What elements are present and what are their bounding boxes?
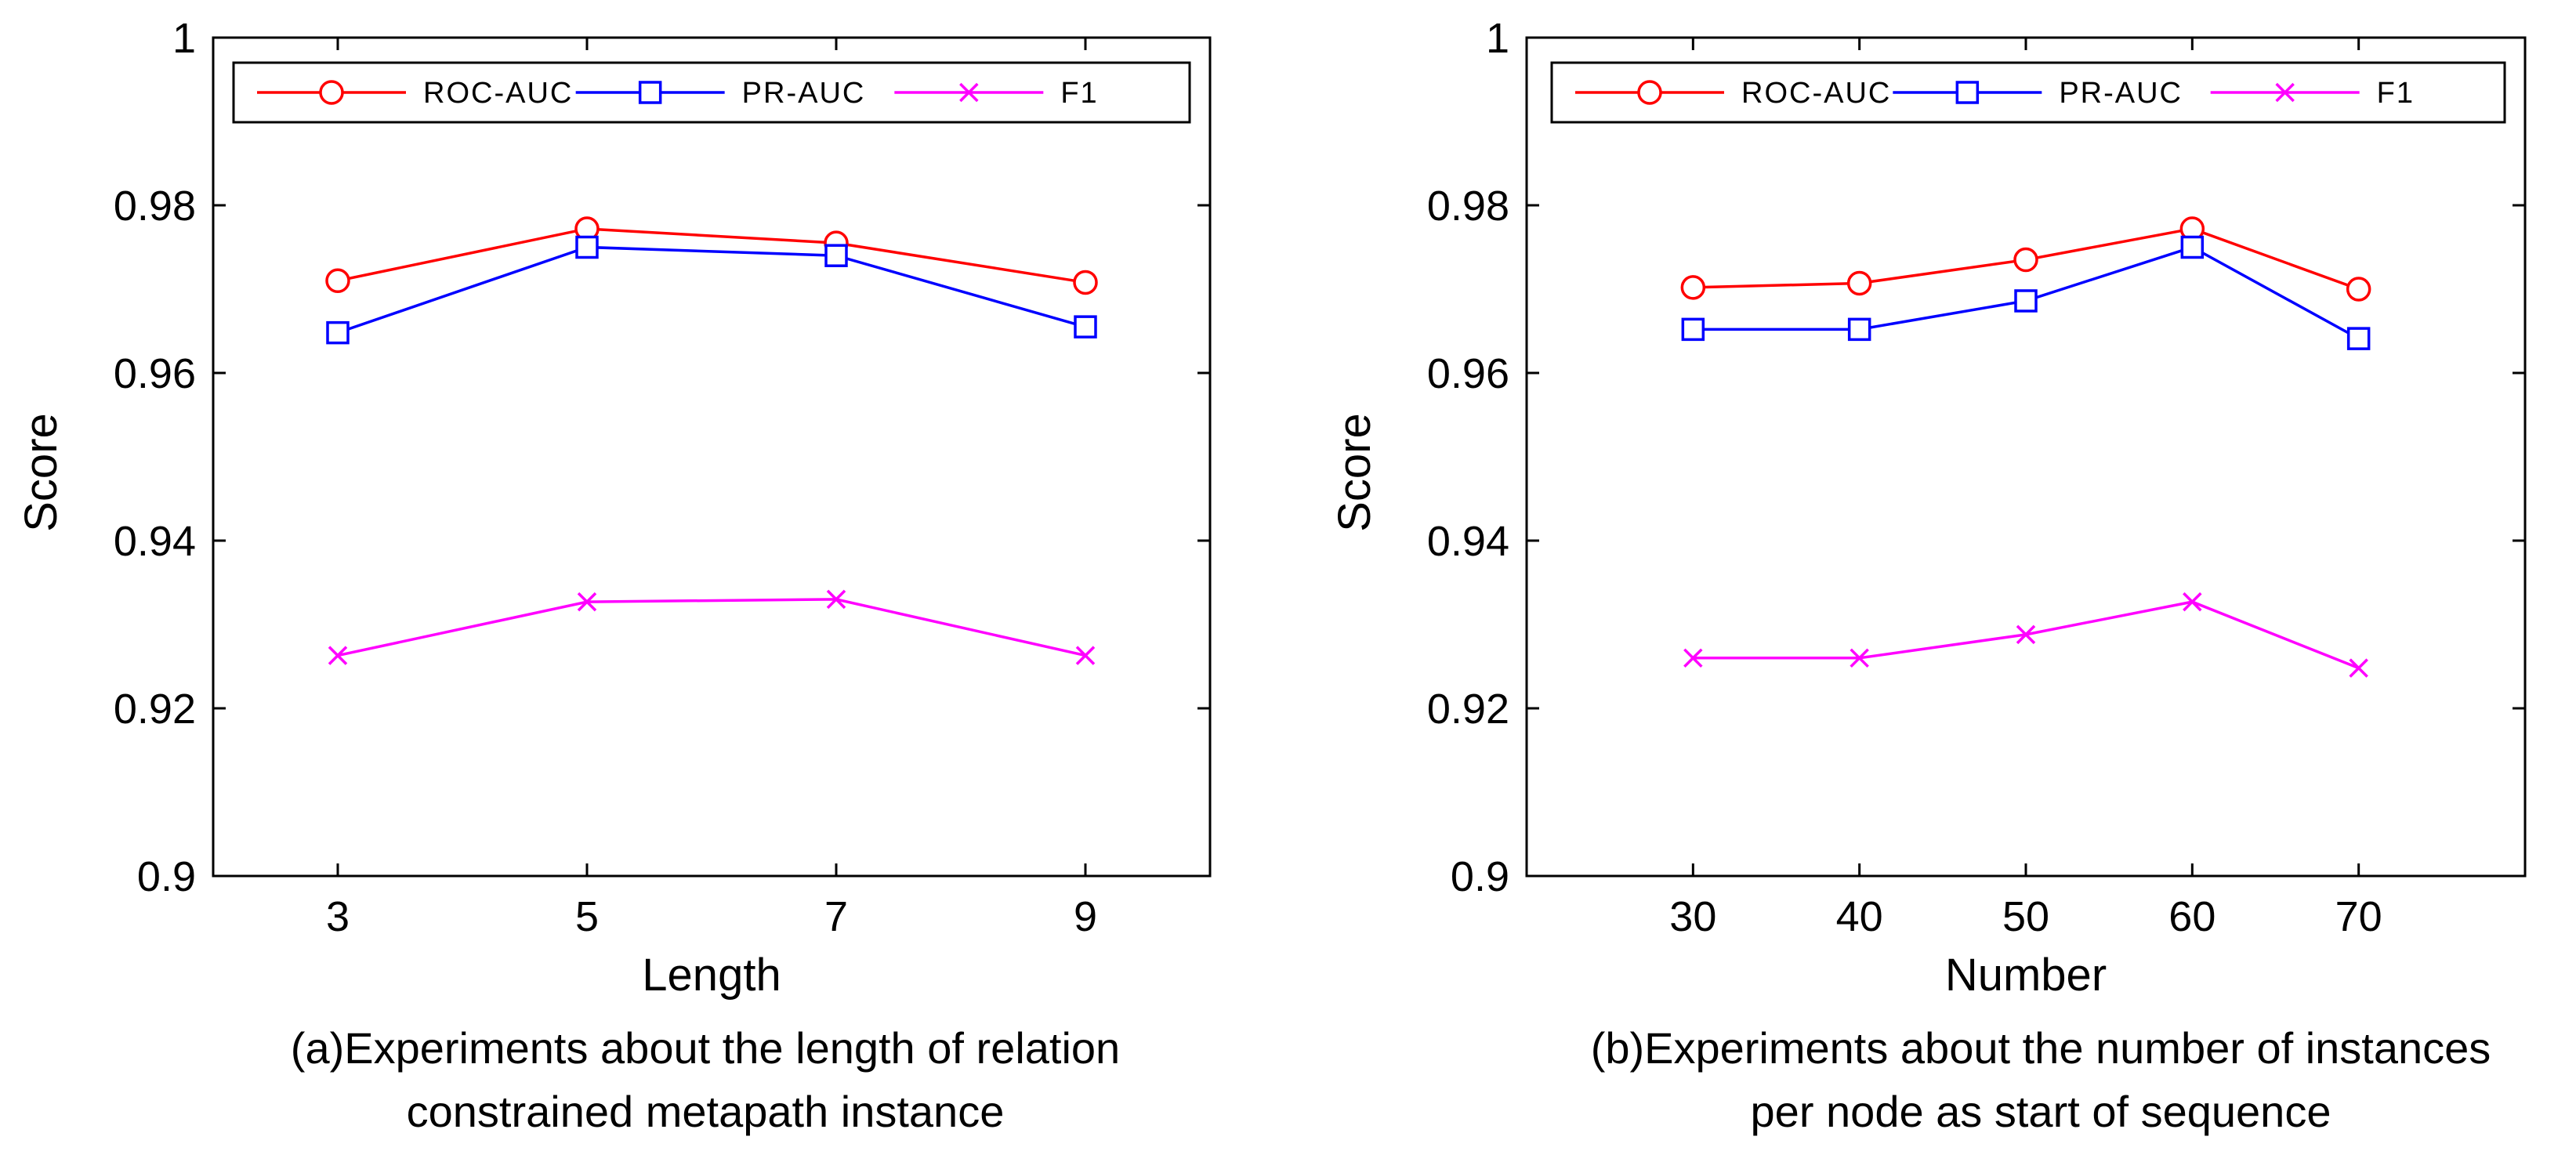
y-tick-label: 0.9 — [1451, 853, 1509, 900]
legend-entry-roc-auc: ROC-AUC — [257, 77, 573, 110]
series-roc-auc — [325, 216, 1098, 295]
data-point-x-stroke — [2275, 82, 2295, 103]
legend-label: PR-AUC — [742, 77, 866, 110]
data-point-circle — [1637, 80, 1662, 105]
y-axis-label: Score — [1329, 413, 1380, 532]
data-point-square — [638, 81, 662, 104]
legend-label: F1 — [1060, 77, 1098, 110]
plot-frame — [1525, 36, 2527, 878]
data-point-square — [575, 235, 599, 259]
y-tick-label: 0.98 — [1427, 183, 1509, 230]
data-point-x-stroke — [2016, 624, 2036, 645]
data-point-circle — [325, 268, 350, 294]
data-point-square — [2346, 327, 2371, 350]
x-tick-label: 40 — [1836, 893, 1883, 940]
y-tick-label: 0.96 — [114, 350, 196, 397]
x-tick-label: 50 — [2002, 893, 2049, 940]
data-point-x-stroke — [826, 589, 846, 610]
series-line — [337, 598, 1086, 657]
legend-entry-pr-auc: PR-AUC — [1893, 77, 2183, 110]
data-point-x — [2183, 592, 2202, 612]
data-point-square — [326, 320, 350, 345]
data-point-x-stroke — [328, 646, 348, 665]
legend-label: F1 — [2377, 77, 2415, 110]
data-point-x — [2275, 82, 2295, 103]
data-point-x — [1683, 648, 1703, 668]
chart-panel-2: 0.9 0.92 0.94 0.96 0.98 1 30 40 50 60 70 Number Scor… — [1329, 15, 2527, 1136]
series-line — [337, 227, 1086, 284]
y-tick-label: 0.94 — [114, 518, 196, 565]
data-point-circle — [2346, 277, 2371, 302]
x-tick-label: 3 — [326, 893, 350, 940]
y-tick-label: 0.98 — [114, 183, 196, 230]
y-tick-label: 0.92 — [1427, 686, 1509, 733]
data-point-square — [2014, 289, 2038, 313]
legend-entry-pr-auc: PR-AUC — [575, 77, 866, 110]
y-tick-label: 0.94 — [1427, 518, 1509, 565]
data-point-circle — [1680, 275, 1706, 300]
data-point-x-stroke — [2183, 592, 2202, 612]
data-point-x — [2016, 624, 2036, 645]
series-f1 — [1683, 592, 2368, 678]
series-pr-auc — [1681, 235, 2371, 350]
data-point-x — [1850, 648, 1869, 668]
plot-frame — [212, 36, 1212, 878]
caption-line-1: (a)Experiments about the length of relat… — [291, 1023, 1120, 1073]
legend-label: ROC-AUC — [423, 77, 573, 110]
series-line — [337, 245, 1086, 335]
legend: ROC-AUC PR-AUC F1 — [1550, 61, 2506, 124]
y-tick-label: 0.96 — [1427, 350, 1509, 397]
y-tick-label: 1 — [1486, 15, 1509, 62]
data-point-x-stroke — [1850, 648, 1869, 668]
data-point-x-stroke — [1683, 648, 1703, 668]
data-point-x — [826, 589, 846, 610]
x-tick-label: 70 — [2335, 893, 2382, 940]
data-point-x — [577, 592, 597, 612]
data-point-square — [1955, 81, 1980, 104]
series-roc-auc — [1680, 216, 2371, 302]
data-point-circle — [319, 80, 344, 105]
x-tick-label: 30 — [1669, 893, 1716, 940]
caption-line-1: (b)Experiments about the number of insta… — [1591, 1023, 2491, 1073]
series-f1 — [328, 589, 1096, 665]
data-point-x-stroke — [2349, 658, 2368, 678]
y-tick-label: 0.9 — [137, 853, 196, 900]
data-point-square — [1847, 317, 1871, 342]
data-point-square — [2180, 235, 2205, 259]
legend-label: ROC-AUC — [1741, 77, 1891, 110]
data-point-x — [1075, 646, 1096, 665]
series-pr-auc — [326, 235, 1097, 345]
chart-panel-1: 0.9 0.92 0.94 0.96 0.98 1 3 5 7 9 Length Score (a)Ex… — [16, 15, 1212, 1136]
legend-entry-f1: F1 — [894, 77, 1098, 110]
x-axis-label: Length — [642, 950, 781, 1001]
data-point-square — [1681, 317, 1705, 342]
data-point-square — [1074, 315, 1097, 338]
legend-entry-f1: F1 — [2210, 77, 2415, 110]
y-axis-label: Score — [16, 413, 67, 532]
data-point-square — [824, 244, 848, 267]
x-tick-label: 60 — [2168, 893, 2216, 940]
x-tick-label: 9 — [1074, 893, 1097, 940]
data-point-x-stroke — [959, 82, 979, 103]
data-point-x-stroke — [577, 592, 597, 612]
data-point-circle — [2013, 247, 2038, 273]
y-tick-label: 0.92 — [114, 686, 196, 733]
data-point-x-stroke — [1075, 646, 1096, 665]
data-point-circle — [1846, 270, 1872, 296]
legend-entry-roc-auc: ROC-AUC — [1575, 77, 1891, 110]
legend-label: PR-AUC — [2059, 77, 2183, 110]
y-tick-label: 1 — [172, 15, 196, 62]
x-tick-label: 5 — [575, 893, 599, 940]
x-axis-label: Number — [1945, 950, 2107, 1001]
x-tick-label: 7 — [824, 893, 848, 940]
legend: ROC-AUC PR-AUC F1 — [232, 61, 1191, 124]
data-point-circle — [1073, 270, 1098, 295]
data-point-x — [328, 646, 348, 665]
caption-line-2: constrained metapath instance — [407, 1087, 1005, 1136]
data-point-x — [2349, 658, 2368, 678]
data-point-x — [959, 82, 979, 103]
caption-line-2: per node as start of sequence — [1751, 1087, 2331, 1136]
